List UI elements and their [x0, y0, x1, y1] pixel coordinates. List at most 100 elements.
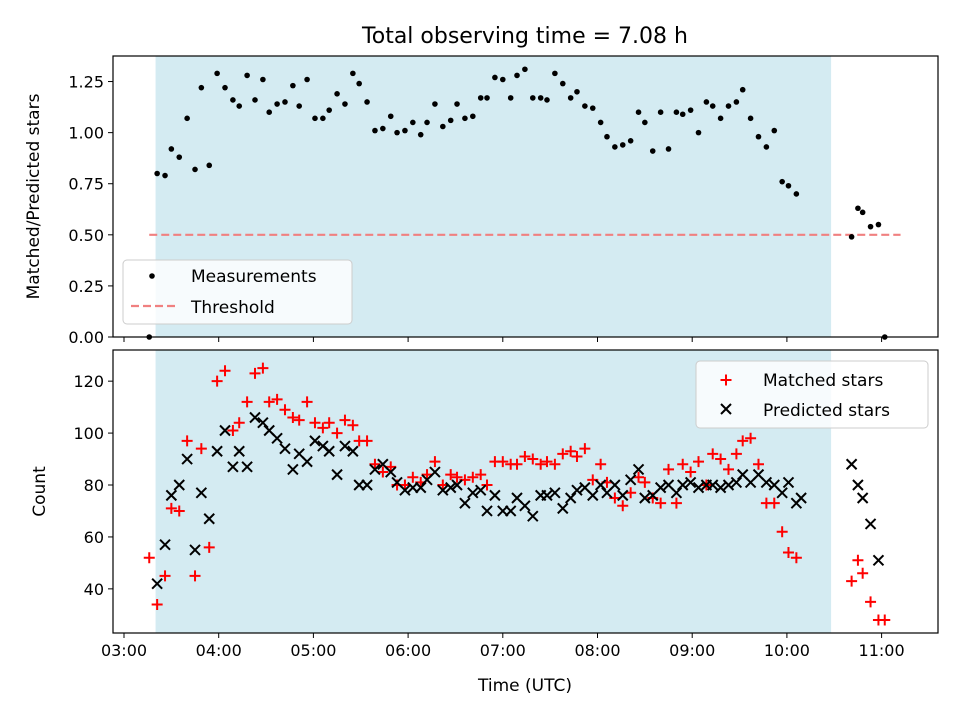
predicted-star-point	[624, 474, 637, 486]
predicted-star-point	[399, 484, 411, 496]
measurement-point	[296, 103, 302, 109]
measurement-point	[462, 115, 468, 122]
predicted-star-point	[165, 489, 178, 502]
predicted-star-point	[257, 416, 269, 429]
predicted-star-point	[339, 440, 351, 452]
figure-title: Total observing time = 7.08 h	[361, 24, 688, 49]
matched-star-point	[752, 458, 764, 470]
predicted-star-point	[249, 411, 261, 424]
measurement-point	[855, 205, 861, 212]
measurement-point	[717, 115, 724, 122]
matched-star-point	[879, 614, 891, 626]
predicted-star-point	[159, 539, 171, 551]
measurement-point	[589, 105, 596, 111]
y-tick-label: 80	[84, 476, 104, 495]
matched-star-point	[541, 456, 553, 468]
matched-star-point	[723, 463, 735, 475]
legend-marker-measurements	[149, 273, 155, 279]
matched-star-point	[227, 424, 239, 436]
predicted-star-point	[467, 487, 479, 499]
predicted-star-point	[782, 476, 795, 489]
matched-star-point	[279, 404, 291, 416]
predicted-star-point	[571, 484, 583, 496]
measurement-point	[763, 144, 770, 150]
predicted-star-point	[594, 479, 607, 491]
predicted-star-point	[852, 479, 864, 491]
measurement-point	[559, 80, 566, 87]
matched-star-point	[617, 500, 629, 512]
matched-star-point	[579, 443, 591, 455]
y-axis-label: Count	[30, 466, 50, 517]
measurement-point	[657, 109, 664, 115]
matched-star-point	[776, 526, 788, 538]
matched-star-point	[693, 456, 705, 468]
measurement-point	[709, 103, 716, 109]
predicted-star-point	[872, 554, 885, 567]
measurement-point	[432, 101, 438, 107]
matched-star-point	[189, 570, 201, 582]
measurement-point	[747, 115, 754, 122]
y-tick-label: 0.25	[68, 277, 104, 296]
matched-star-point	[715, 453, 727, 465]
predicted-star-point	[309, 435, 321, 447]
predicted-star-point	[195, 487, 208, 499]
measurement-point	[779, 178, 785, 185]
matched-star-point	[249, 367, 261, 379]
matched-star-point	[339, 414, 351, 426]
measurement-point	[334, 91, 340, 97]
measurement-point	[290, 82, 296, 89]
measurement-point	[604, 133, 610, 140]
x-tick-label: 10:00	[764, 641, 810, 660]
matched-star-point	[852, 554, 864, 566]
predicted-star-point	[684, 476, 697, 489]
x-tick-label: 09:00	[669, 641, 715, 660]
matched-star-point	[768, 497, 780, 509]
predicted-star-point	[714, 481, 727, 494]
predicted-star-point	[730, 476, 743, 489]
predicted-star-point	[415, 481, 427, 494]
count-panel: 03:00 04:00 05:00 06:00 07:00 08:00 09:00 10:00…	[30, 349, 939, 660]
measurement-point	[387, 113, 394, 120]
measurement-point	[266, 109, 273, 115]
matched-star-point	[347, 419, 359, 431]
measurement-point	[424, 119, 430, 126]
measurement-point	[649, 148, 656, 154]
measurement-point	[236, 103, 243, 109]
measurement-point	[507, 95, 514, 101]
measurement-point	[597, 119, 604, 126]
predicted-star-point	[722, 479, 735, 491]
matched-star-point	[181, 435, 193, 447]
matched-star-point	[730, 448, 742, 460]
matched-star-point	[385, 461, 397, 473]
measurement-point	[162, 172, 168, 179]
matched-star-point	[173, 505, 185, 517]
matched-star-point	[565, 445, 577, 457]
measurement-point	[619, 142, 626, 148]
measurement-point	[454, 101, 460, 107]
predicted-star-point	[795, 492, 807, 504]
matched-star-point	[557, 448, 569, 460]
measurement-point	[364, 99, 370, 105]
matched-star-point	[293, 414, 305, 426]
measurement-point	[500, 76, 506, 83]
matched-star-point	[331, 427, 343, 439]
matched-star-point	[429, 456, 441, 468]
matched-star-point	[263, 396, 275, 408]
matched-star-point	[257, 362, 269, 374]
measurement-point	[695, 129, 702, 136]
predicted-star-point	[527, 510, 539, 522]
matched-star-point	[361, 435, 373, 447]
matched-star-point	[323, 417, 335, 429]
matched-star-point	[639, 476, 651, 488]
predicted-star-point	[331, 468, 343, 481]
matched-star-point	[497, 456, 509, 468]
predicted-star-point	[227, 461, 239, 473]
measurement-point	[514, 72, 520, 79]
measurement-point	[687, 107, 694, 113]
measurement-point	[739, 86, 746, 93]
predicted-star-point	[459, 497, 471, 509]
legend-box	[695, 360, 929, 429]
y-axis-label: Matched/Predicted stars	[24, 93, 44, 299]
measurement-point	[703, 99, 710, 105]
